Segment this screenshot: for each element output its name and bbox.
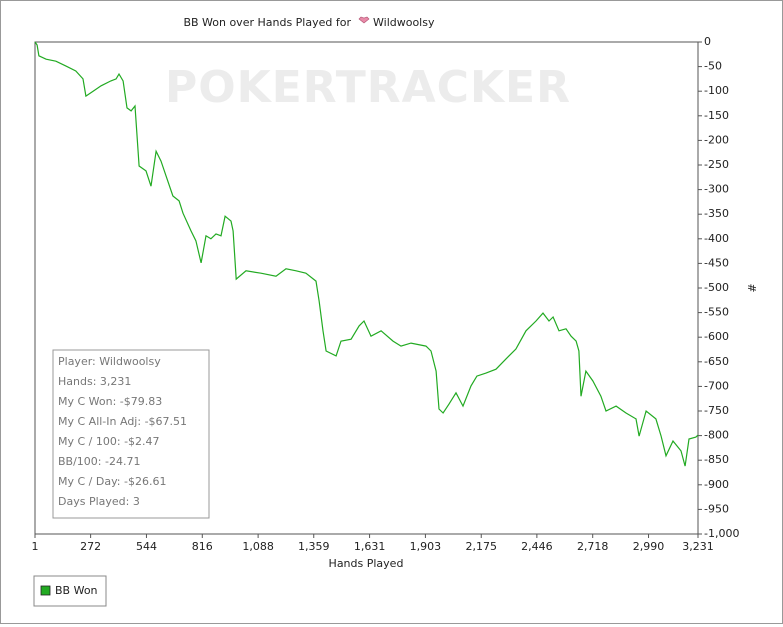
stats-line: Player: Wildwoolsy bbox=[58, 355, 161, 368]
legend-label: BB Won bbox=[55, 584, 98, 597]
y-tick-label: -100 bbox=[704, 84, 729, 97]
x-tick-label: 1,903 bbox=[410, 540, 442, 553]
y-tick-label: -900 bbox=[704, 478, 729, 491]
y-tick-label: -150 bbox=[704, 109, 729, 122]
y-axis-label: # bbox=[746, 283, 759, 292]
stats-line: Hands: 3,231 bbox=[58, 375, 131, 388]
legend-swatch bbox=[40, 585, 51, 596]
watermark: POKERTRACKER bbox=[165, 62, 571, 113]
y-tick-label: -400 bbox=[704, 232, 729, 245]
x-tick-label: 1,088 bbox=[242, 540, 274, 553]
stats-line: My C / 100: -$2.47 bbox=[58, 435, 160, 448]
y-tick-label: -550 bbox=[704, 306, 729, 319]
y-tick-label: -350 bbox=[704, 207, 729, 220]
y-tick-label: -700 bbox=[704, 379, 729, 392]
stats-line: My C All-In Adj: -$67.51 bbox=[58, 415, 187, 428]
y-tick-label: -200 bbox=[704, 133, 729, 146]
stats-line: Days Played: 3 bbox=[58, 495, 140, 508]
x-tick-label: 2,446 bbox=[521, 540, 553, 553]
y-tick-label: -500 bbox=[704, 281, 729, 294]
x-tick-label: 1,359 bbox=[298, 540, 330, 553]
x-tick-label: 3,231 bbox=[682, 540, 714, 553]
stats-line: My C Won: -$79.83 bbox=[58, 395, 162, 408]
stats-box bbox=[52, 349, 210, 519]
y-tick-label: -750 bbox=[704, 404, 729, 417]
y-tick-label: -300 bbox=[704, 183, 729, 196]
y-tick-label: -1,000 bbox=[704, 527, 739, 540]
y-tick-label: -800 bbox=[704, 429, 729, 442]
x-axis-label: Hands Played bbox=[329, 557, 404, 570]
y-tick-label: -600 bbox=[704, 330, 729, 343]
y-tick-label: -650 bbox=[704, 355, 729, 368]
player-icon bbox=[358, 16, 370, 24]
x-tick-label: 2,718 bbox=[577, 540, 609, 553]
y-tick-label: -250 bbox=[704, 158, 729, 171]
y-tick-label: -450 bbox=[704, 256, 729, 269]
stats-line: BB/100: -24.71 bbox=[58, 455, 140, 468]
y-tick-label: -50 bbox=[704, 60, 722, 73]
series-line bbox=[34, 41, 699, 467]
y-tick-label: 0 bbox=[704, 35, 711, 48]
x-tick-label: 1,631 bbox=[354, 540, 386, 553]
x-tick-label: 1 bbox=[32, 540, 39, 553]
x-tick-label: 272 bbox=[80, 540, 101, 553]
x-tick-label: 544 bbox=[136, 540, 157, 553]
stats-line: My C / Day: -$26.61 bbox=[58, 475, 166, 488]
x-tick-label: 2,175 bbox=[465, 540, 497, 553]
y-tick-label: -850 bbox=[704, 453, 729, 466]
chart-title: BB Won over Hands Played for bbox=[183, 16, 351, 29]
player-name: Wildwoolsy bbox=[373, 16, 435, 29]
x-tick-label: 2,990 bbox=[633, 540, 665, 553]
y-tick-label: -950 bbox=[704, 502, 729, 515]
x-tick-label: 816 bbox=[192, 540, 213, 553]
